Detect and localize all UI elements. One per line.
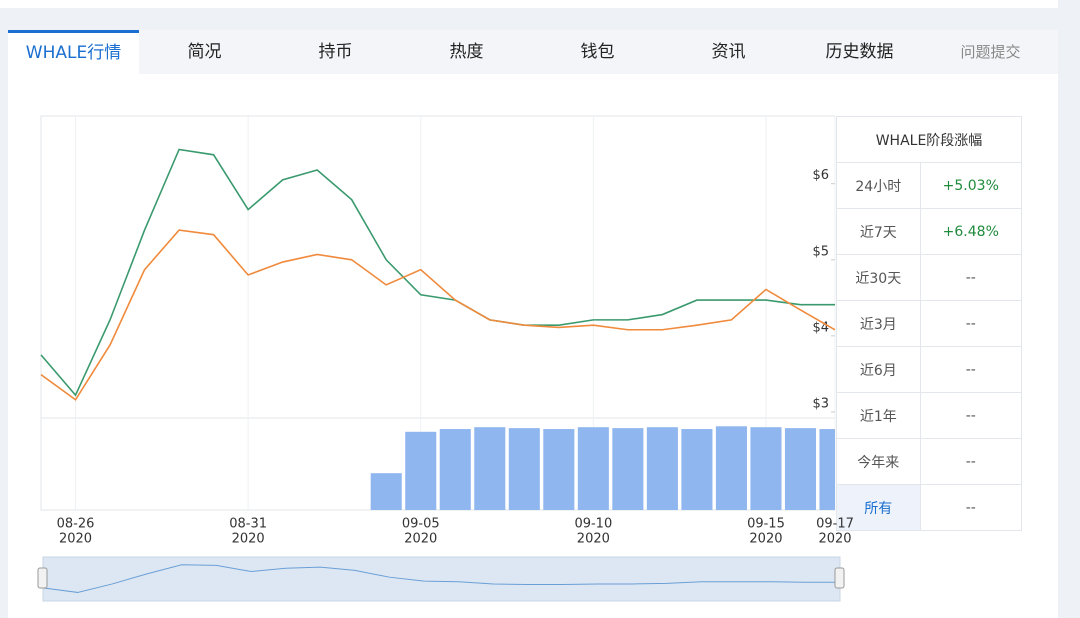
table-row: 近7天 +6.48% [836,208,1023,255]
tab[interactable]: 简况 [187,42,222,62]
volume-bar [577,427,609,510]
x-tick-label: 2020 [749,532,782,547]
price-line [40,229,836,401]
volume-bar [681,429,713,510]
tab[interactable]: 热度 [449,42,484,62]
change: -- [919,346,1023,393]
volume-bar [646,427,678,510]
tab[interactable]: 问题提交 [960,43,1021,61]
table-row: 24小时 +5.03% [836,162,1023,209]
period[interactable]: 近1年 [836,392,921,439]
change-table: WHALE阶段涨幅 24小时 +5.03% 近7天 +6.48% 近30天 -- 近3月 -- 近… [836,116,1023,531]
volume-bar [612,428,644,510]
table-row: 近3月 -- [836,300,1023,347]
x-tick-label: 2020 [232,532,265,547]
volume-bar [543,429,575,510]
x-tick-label: 2020 [818,532,851,547]
period[interactable]: 近6月 [836,346,921,393]
change: -- [919,438,1023,485]
price-line [40,148,835,397]
table-header-row: WHALE阶段涨幅 [836,116,1022,163]
navigator [42,556,841,602]
x-tick-label: 09-15 [747,517,785,532]
y-tick-label: $6 [812,168,829,183]
table-header: WHALE阶段涨幅 [836,116,1022,163]
tab[interactable]: 钱包 [580,42,615,62]
period[interactable]: 近7天 [836,208,921,255]
navigator-line [42,564,840,593]
x-tick-label: 09-10 [574,517,612,532]
x-tick-label: 09-17 [816,517,854,532]
y-tick-label: $5 [812,244,829,259]
x-tick-label: 2020 [577,532,610,547]
table-row: 近6月 -- [836,346,1023,393]
x-tick-label: 09-05 [402,517,440,532]
x-tick-label: 08-31 [229,517,267,532]
table-row: 近30天 -- [836,254,1023,301]
x-tick-label: 08-26 [57,517,95,532]
period[interactable]: 近30天 [836,254,921,301]
tab[interactable]: 持币 [318,42,353,62]
y-tick-label: $4 [812,320,829,335]
tab[interactable]: 资讯 [711,42,746,62]
volume-bar [784,428,817,510]
period[interactable]: 24小时 [836,162,921,209]
change: -- [919,484,1023,531]
table-row: 所有 -- [836,484,1023,531]
change: +6.48% [919,208,1023,255]
x-tick-label: 2020 [59,532,92,547]
top-bar [0,0,1058,8]
volume-bar [405,431,437,510]
y-tick-label: $3 [812,396,829,411]
x-tick-label: 2020 [404,532,437,547]
tab[interactable]: WHALE行情 [8,30,139,74]
volume-bar [439,429,471,510]
navigator-handle [834,567,845,589]
tab[interactable]: 历史数据 [825,42,894,62]
volume-bar [715,426,747,510]
navigator-handle [37,567,48,589]
period[interactable]: 所有 [836,484,921,531]
volume-bar [508,428,540,510]
change: -- [919,300,1023,347]
volume-bar [750,427,782,510]
period[interactable]: 今年来 [836,438,921,485]
volume-bar [474,427,506,510]
table-row: 今年来 -- [836,438,1023,485]
volume-bar [370,473,402,510]
volume-bar [819,429,835,510]
change: +5.03% [919,162,1023,209]
tabs: WHALE行情 简况 持币 热度 钱包 资讯 历史数据 问题提交 [8,30,1058,74]
